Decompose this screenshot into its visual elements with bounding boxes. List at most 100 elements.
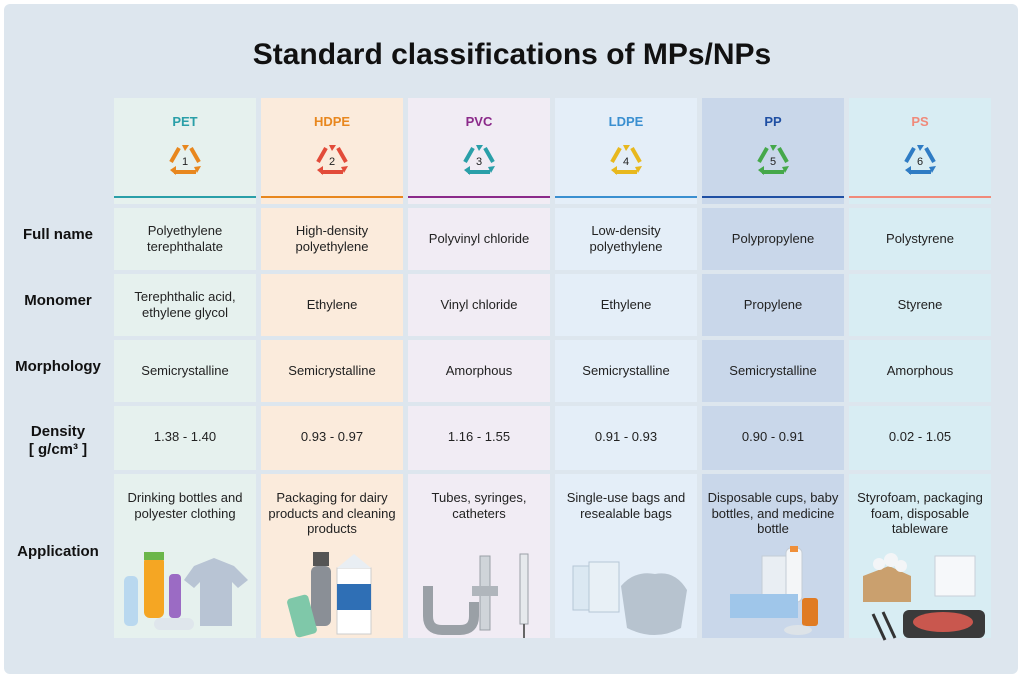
recycling-symbol-icon: 6 [904, 145, 936, 175]
header-divider [114, 196, 256, 198]
cell-full-name: Low-density polyethylene [555, 204, 697, 270]
cell-monomer: Ethylene [261, 270, 403, 336]
cell-density: 0.02 - 1.05 [849, 402, 991, 468]
cell-application: Single-use bags and resealable bags [555, 470, 697, 642]
header-divider [849, 196, 991, 198]
density-text: 0.90 - 0.91 [741, 429, 805, 444]
product-illustration [730, 546, 818, 635]
product-illustration [423, 553, 529, 638]
density-text: 0.93 - 0.97 [300, 429, 364, 444]
polymer-abbreviation: PET [172, 114, 198, 129]
resin-code-number: 6 [917, 156, 923, 168]
morphology-text: Semicrystalline [288, 363, 376, 378]
recycling-symbol-icon: 2 [316, 145, 348, 175]
cell-full-name: High-density polyethylene [261, 204, 403, 270]
row-label-morphology: Morphology [15, 358, 101, 375]
cell-application: Styrofoam, packaging foam, disposable ta… [849, 470, 991, 642]
product-illustration [572, 561, 687, 635]
recycling-symbol-icon: 5 [757, 145, 789, 175]
figure-title: Standard classifications of MPs/NPs [252, 38, 772, 71]
column-ldpe: LDPE 4 Low-density polyethylene Ethylene Sem… [555, 98, 697, 638]
column-ps: PS 6 Polystyrene Styrene Amorphous 0.02 - 1.0… [849, 98, 991, 641]
application-text: Disposable cups, baby bottles, and medic… [707, 490, 839, 536]
column-header: PVC 3 [408, 98, 550, 198]
full-name-text: Low-density polyethylene [589, 223, 663, 254]
resin-code-number: 5 [770, 156, 776, 168]
polymer-abbreviation: PVC [465, 114, 493, 129]
density-text: 0.91 - 0.93 [594, 429, 658, 444]
cell-density: 1.16 - 1.55 [408, 402, 550, 468]
cell-full-name: Polyvinyl chloride [408, 204, 550, 270]
cell-morphology: Semicrystalline [114, 336, 256, 402]
column-header: PET 1 [114, 98, 256, 198]
column-header: HDPE 2 [261, 98, 403, 198]
cell-density: 0.91 - 0.93 [555, 402, 697, 468]
row-label-application: Application [17, 543, 99, 560]
morphology-text: Amorphous [445, 363, 513, 378]
cell-application: Disposable cups, baby bottles, and medic… [702, 470, 844, 642]
resin-code-number: 4 [623, 156, 629, 168]
application-text: Packaging for dairy products and cleanin… [268, 490, 396, 536]
morphology-text: Semicrystalline [141, 363, 229, 378]
column-hdpe: HDPE 2 High-density polyethylene Ethylene Se… [261, 98, 403, 638]
full-name-text: Polypropylene [731, 231, 815, 246]
product-illustration [124, 552, 248, 630]
morphology-text: Semicrystalline [582, 363, 670, 378]
row-label-density-unit: [ g/cm³ ] [28, 441, 88, 458]
header-divider [702, 196, 844, 198]
application-text: Styrofoam, packaging foam, disposable ta… [857, 490, 983, 536]
polymer-abbreviation: LDPE [608, 114, 644, 129]
application-text: Drinking bottles and polyester clothing [127, 490, 243, 521]
full-name-text: Polyethylene terephthalate [147, 223, 223, 254]
cell-application: Packaging for dairy products and cleanin… [261, 470, 403, 642]
column-header: PS 6 [849, 98, 991, 198]
product-illustration [863, 553, 985, 641]
row-label-density: Density [30, 423, 86, 440]
header-divider [408, 196, 550, 198]
cell-full-name: Polypropylene [702, 204, 844, 270]
row-label-monomer: Monomer [24, 292, 92, 309]
recycling-symbol-icon: 1 [169, 145, 201, 175]
row-label-full-name: Full name [22, 226, 93, 243]
cell-monomer: Terephthalic acid, ethylene glycol [114, 270, 256, 336]
morphology-text: Amorphous [886, 363, 954, 378]
recycling-symbol-icon: 4 [610, 145, 642, 175]
monomer-text: Ethylene [306, 297, 358, 312]
resin-code-number: 1 [182, 156, 188, 168]
monomer-text: Terephthalic acid, ethylene glycol [134, 289, 236, 320]
cell-monomer: Propylene [702, 270, 844, 336]
cell-density: 0.90 - 0.91 [702, 402, 844, 468]
cell-monomer: Ethylene [555, 270, 697, 336]
density-text: 1.16 - 1.55 [447, 429, 511, 444]
cell-full-name: Polyethylene terephthalate [114, 204, 256, 270]
monomer-text: Ethylene [600, 297, 652, 312]
full-name-text: Polystyrene [886, 231, 954, 246]
cell-full-name: Polystyrene [849, 204, 991, 270]
cell-morphology: Semicrystalline [261, 336, 403, 402]
morphology-text: Semicrystalline [729, 363, 817, 378]
column-header: LDPE 4 [555, 98, 697, 198]
cell-application: Drinking bottles and polyester clothing [114, 470, 256, 642]
polymer-abbreviation: PS [911, 114, 929, 129]
monomer-text: Propylene [743, 297, 803, 312]
cell-morphology: Amorphous [849, 336, 991, 402]
density-text: 1.38 - 1.40 [153, 429, 217, 444]
cell-morphology: Semicrystalline [555, 336, 697, 402]
cell-monomer: Vinyl chloride [408, 270, 550, 336]
density-text: 0.02 - 1.05 [888, 429, 952, 444]
full-name-text: High-density polyethylene [295, 223, 369, 254]
cell-morphology: Semicrystalline [702, 336, 844, 402]
application-text: Tubes, syringes, catheters [431, 490, 527, 521]
column-pet: PET 1 Polyethylene terephthalate Terephthal… [114, 98, 256, 638]
column-header: PP 5 [702, 98, 844, 198]
resin-code-number: 3 [476, 156, 482, 168]
cell-morphology: Amorphous [408, 336, 550, 402]
application-text: Single-use bags and resealable bags [566, 490, 686, 521]
column-pvc: PVC 3 Polyvinyl chloride Vinyl chloride Amor… [408, 98, 550, 638]
cell-monomer: Styrene [849, 270, 991, 336]
monomer-text: Styrene [897, 297, 943, 312]
full-name-text: Polyvinyl chloride [428, 231, 530, 246]
resin-code-number: 2 [329, 156, 335, 168]
product-illustration [287, 552, 372, 638]
cell-density: 0.93 - 0.97 [261, 402, 403, 468]
